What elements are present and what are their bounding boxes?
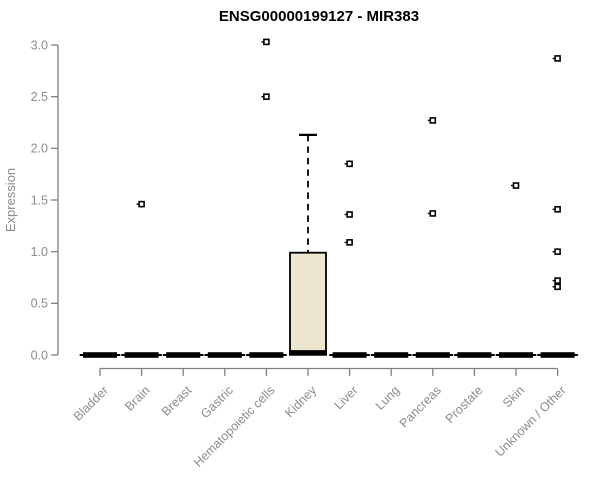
x-tick-label-unknown-other: Unknown / Other: [492, 383, 568, 459]
outlier-point-pancreas: [429, 210, 437, 217]
x-tick-label-breast: Breast: [159, 383, 195, 419]
x-tick-label-liver: Liver: [332, 383, 361, 412]
x-tick-label-kidney: Kidney: [282, 383, 319, 420]
zero-boxplot-prostate: [457, 352, 492, 358]
y-tick-label: 0.0: [31, 348, 48, 362]
outlier-point-hematopoietic-cells: [263, 38, 270, 46]
outlier-point-unknown-other: [554, 248, 561, 255]
zero-boxplot-gastric: [207, 352, 242, 358]
outlier-point-unknown-other: [554, 277, 561, 284]
outlier-point-brain: [138, 200, 145, 208]
zero-boxplot-breast: [166, 352, 201, 358]
zero-boxplot-bladder: [83, 352, 117, 358]
x-tick-label-brain: Brain: [122, 383, 153, 414]
zero-boxplot-liver: [332, 352, 367, 358]
boxplot-box-kidney: [289, 251, 327, 354]
zero-boxplot-brain: [124, 352, 159, 358]
x-tick-label-hematopoietic-cells: Hematopoietic cells: [191, 383, 278, 470]
plot-area: 0.0 0.5 1.0 1.5 2.0 2.5 3.0 Bladder Brain Breast G…: [31, 38, 578, 470]
outlier-point-unknown-other: [554, 55, 561, 62]
outlier-point-liver: [346, 239, 353, 246]
x-tick-label-bladder: Bladder: [71, 383, 111, 423]
outlier-point-hematopoietic-cells: [263, 93, 270, 100]
outlier-point-unknown-other: [554, 283, 561, 291]
outlier-point-skin: [512, 182, 520, 189]
zero-boxplot-pancreas: [415, 352, 450, 358]
y-tick-label: 2.5: [31, 90, 48, 104]
x-tick-label-pancreas: Pancreas: [397, 383, 444, 430]
median-line-kidney: [289, 350, 327, 356]
y-tick-label: 3.0: [31, 38, 48, 52]
y-axis-title: Expression: [3, 168, 18, 232]
zero-boxplot-unknown-other: [540, 352, 575, 358]
y-tick-label: 0.5: [31, 297, 48, 311]
x-tick-label-lung: Lung: [373, 383, 403, 413]
y-tick-label: 1.0: [31, 245, 48, 259]
outlier-point-liver: [346, 160, 353, 168]
x-tick-label-gastric: Gastric: [198, 383, 236, 421]
zero-boxplot-hematopoietic-cells: [249, 352, 284, 358]
chart-title: ENSG00000199127 - MIR383: [219, 8, 419, 25]
y-tick-label: 2.0: [31, 142, 48, 156]
x-tick-label-prostate: Prostate: [443, 383, 486, 426]
outlier-point-pancreas: [429, 117, 437, 124]
zero-boxplot-lung: [374, 352, 409, 358]
zero-boxplot-skin: [499, 352, 533, 358]
outlier-point-liver: [346, 211, 353, 218]
outlier-point-unknown-other: [554, 206, 561, 213]
x-tick-label-skin: Skin: [500, 383, 527, 410]
y-tick-label: 1.5: [31, 193, 48, 207]
